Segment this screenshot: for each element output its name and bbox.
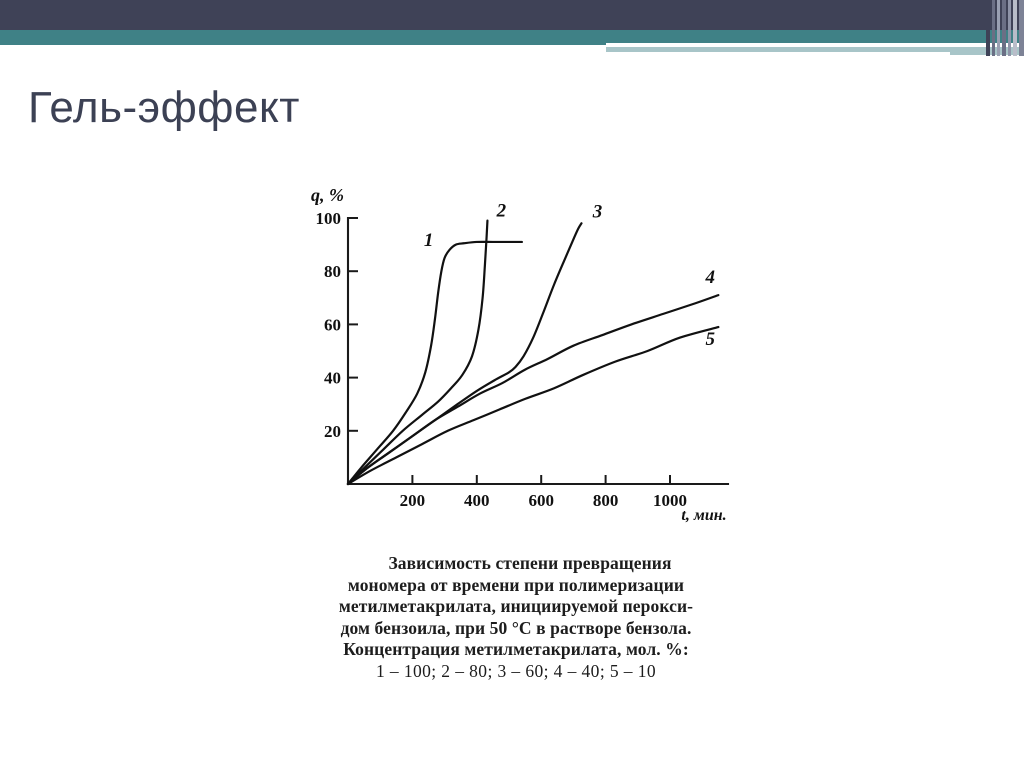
- header-notch-middle: [606, 52, 950, 56]
- header-band-dark: [0, 0, 1024, 30]
- header-stripe-6: [1013, 0, 1017, 56]
- x-axis-label: t, мин.: [681, 507, 726, 524]
- page-title: Гель-эффект: [28, 83, 300, 132]
- y-tick-label-40: 40: [324, 369, 341, 388]
- header-stripe-7: [1019, 0, 1024, 56]
- curve-label-1: 1: [424, 230, 434, 251]
- header-stripe-4: [1002, 0, 1006, 56]
- x-tick-label-400: 400: [464, 491, 490, 510]
- x-tick-label-1000: 1000: [653, 491, 687, 510]
- curve-3: [346, 222, 583, 486]
- x-axis-ticks: [411, 475, 671, 484]
- caption-legend: 1 – 100; 2 – 80; 3 – 60; 4 – 40; 5 – 10: [375, 660, 657, 681]
- header-notch-upper: [606, 43, 1024, 47]
- chart-curve-labels: 1 2 3 4 5: [424, 201, 716, 350]
- header-notch-left: [0, 45, 606, 55]
- caption-line-1: Зависимость степени превращения: [388, 553, 672, 573]
- curve-1: [346, 240, 523, 486]
- caption-line-4: дом бензоила, при 50 °C в растворе бензо…: [340, 617, 692, 638]
- header-stripe-3: [997, 0, 1000, 56]
- y-tick-label-60: 60: [324, 315, 341, 334]
- curve-2: [346, 219, 489, 486]
- header-stripe-1: [986, 0, 990, 56]
- x-tick-label-600: 600: [528, 491, 554, 510]
- y-tick-label-100: 100: [316, 209, 342, 228]
- caption-line-2: мономера от времени при полимеризации: [347, 574, 685, 595]
- y-tick-label-20: 20: [324, 422, 341, 441]
- caption-line-5: Концентрация метилметакрилата, мол. %:: [343, 639, 689, 659]
- y-axis-ticks: [348, 217, 358, 432]
- header-band-teal: [0, 30, 1024, 45]
- chart-axes: [346, 216, 730, 486]
- y-axis-tick-labels: 20 40 60 80 100: [316, 209, 342, 441]
- curve-label-5: 5: [706, 329, 716, 350]
- caption-line-3: метилметакрилата, инициируемой перокси-: [338, 596, 694, 616]
- chart-curves: [346, 219, 720, 486]
- y-axis-label: q, %: [311, 185, 344, 205]
- figure-gel-effect: 20 40 60 80 100 200 400 600 800 1000 q, % t, мин…: [236, 168, 796, 713]
- x-tick-label-800: 800: [593, 491, 619, 510]
- curve-label-2: 2: [496, 201, 507, 222]
- figure-caption: Зависимость степени превращения мономера…: [236, 553, 796, 682]
- header-stripe-5: [1008, 0, 1011, 56]
- curve-label-4: 4: [705, 267, 716, 288]
- slide-header-decoration: [0, 0, 1024, 62]
- y-tick-label-80: 80: [324, 262, 341, 281]
- header-stripe-2: [992, 0, 995, 56]
- curve-4: [346, 294, 720, 486]
- curve-label-3: 3: [592, 201, 603, 222]
- header-notch-base: [0, 55, 1024, 61]
- conversion-vs-time-chart: 20 40 60 80 100 200 400 600 800 1000 q, % t, мин…: [311, 185, 730, 524]
- x-tick-label-200: 200: [400, 491, 426, 510]
- curve-5: [346, 325, 720, 486]
- x-axis-tick-labels: 200 400 600 800 1000: [400, 491, 687, 510]
